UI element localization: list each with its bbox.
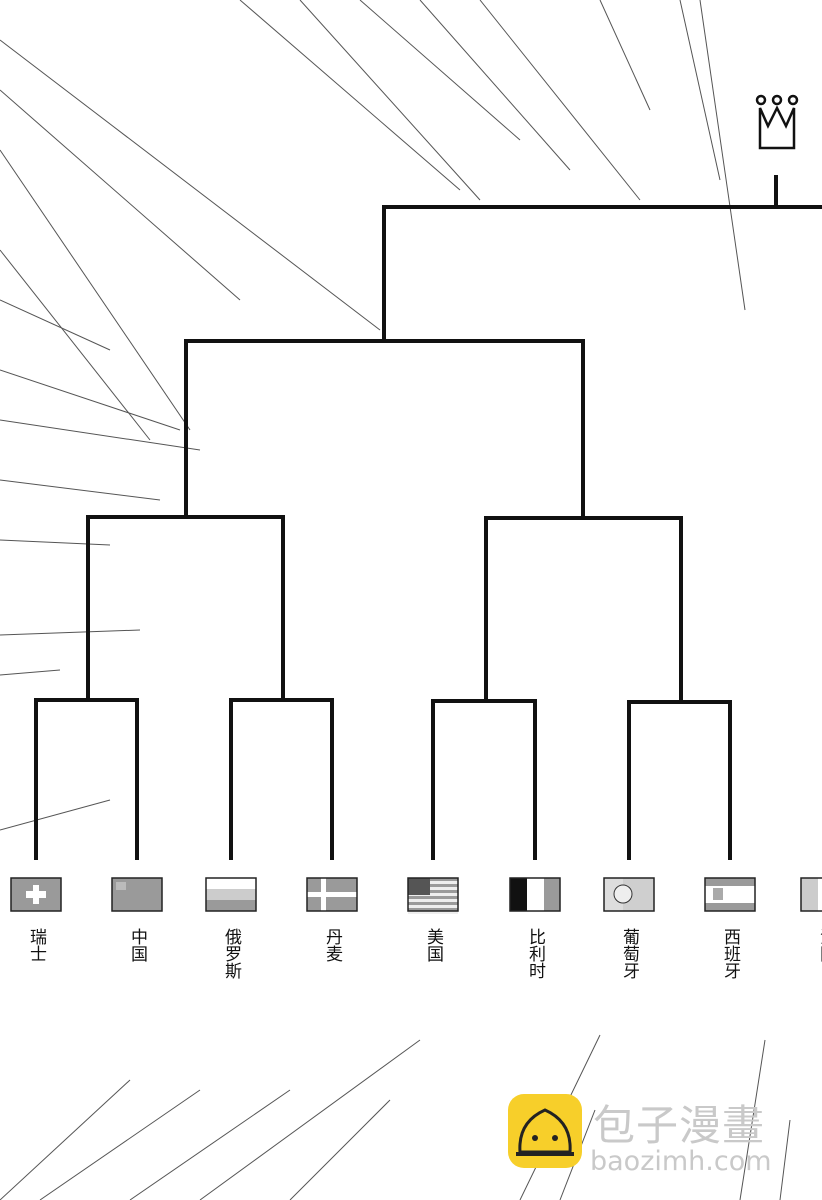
team-label: 瑞士	[26, 928, 46, 962]
semi-2	[484, 516, 683, 704]
speed-line	[0, 149, 191, 431]
semi-1	[86, 515, 285, 702]
swiss-flag-icon	[10, 877, 62, 912]
speed-line	[0, 249, 151, 441]
speed-line	[0, 299, 111, 351]
speed-line	[419, 0, 571, 171]
team-label: 丹麦	[322, 928, 342, 962]
speed-line	[0, 419, 201, 451]
portugal-flag-icon	[603, 877, 655, 912]
crown-icon	[755, 94, 799, 150]
match-2	[229, 698, 334, 860]
match-4	[627, 700, 732, 860]
speed-line	[679, 0, 721, 181]
russia-flag-icon	[205, 877, 257, 912]
china-flag-icon	[111, 877, 163, 912]
team-label: 美国	[423, 928, 443, 962]
speed-line	[39, 1089, 201, 1200]
baozi-logo-icon	[508, 1094, 582, 1168]
team-label: 葡萄牙	[619, 928, 639, 979]
speed-line	[0, 539, 111, 546]
team-label: 中国	[127, 928, 147, 962]
belgium-flag-icon	[509, 877, 561, 912]
match-1	[34, 698, 139, 860]
speed-line	[0, 479, 161, 501]
speed-line	[0, 669, 61, 676]
watermark-title: 包子漫畫	[593, 1101, 766, 1150]
speed-line	[359, 0, 521, 141]
team-label: 西班牙	[720, 928, 740, 979]
usa-flag-icon	[407, 877, 459, 914]
match-3	[431, 699, 537, 860]
france-flag-icon	[800, 877, 822, 912]
speed-line	[0, 89, 241, 301]
speed-line	[779, 1119, 791, 1200]
watermark-url: baozimh.com	[590, 1146, 772, 1177]
speed-line	[299, 0, 481, 201]
team-label: 俄罗斯	[221, 928, 241, 979]
speed-line	[0, 1079, 131, 1200]
speed-line	[479, 0, 641, 201]
speed-line	[199, 1039, 421, 1200]
speed-line	[599, 0, 651, 111]
final-left	[184, 339, 585, 520]
spain-flag-icon	[704, 877, 756, 912]
speed-line	[699, 0, 746, 311]
speed-line	[0, 799, 111, 831]
team-label: 比利时	[525, 928, 545, 979]
speed-line	[129, 1089, 291, 1200]
speed-line	[239, 0, 461, 191]
speed-line	[0, 39, 381, 331]
championship-line	[382, 205, 822, 343]
denmark-flag-icon	[306, 877, 358, 912]
speed-line	[739, 1039, 766, 1200]
speed-line	[0, 369, 181, 431]
speed-line	[289, 1099, 391, 1200]
team-label: 法国	[816, 928, 822, 962]
speed-line	[0, 629, 141, 636]
